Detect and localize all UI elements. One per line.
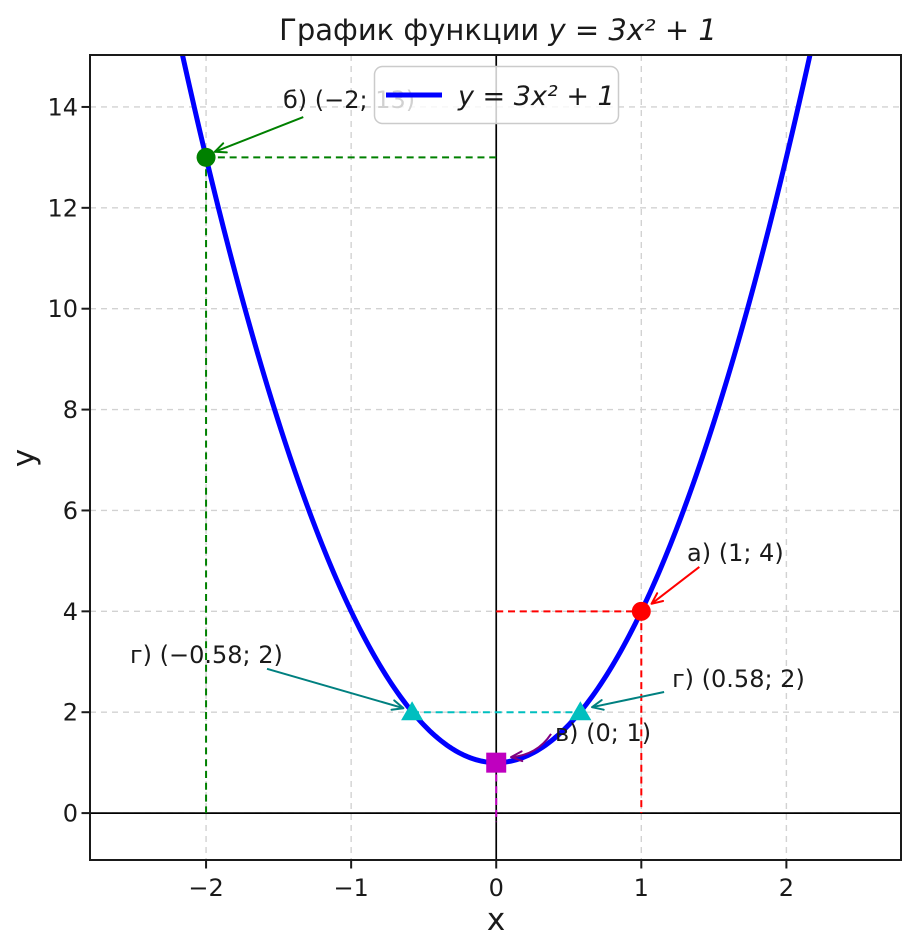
annotation-arrow-a — [650, 566, 700, 605]
arrowhead-g2 — [591, 699, 605, 711]
x-tick-label: 1 — [634, 874, 649, 902]
point-marker-v — [486, 752, 507, 773]
plot-area: а) (1; 4)б) (−2; 13)в) (0; 1)г) (−0.58; … — [47, 54, 902, 902]
point-marker-b — [196, 147, 216, 167]
point-marker-g2 — [569, 701, 592, 721]
y-tick-label: 0 — [63, 800, 78, 828]
y-tick-label: 14 — [47, 93, 78, 121]
annotation-arrow-b — [214, 116, 304, 153]
y-tick-label: 8 — [63, 396, 78, 424]
point-label-v: в) (0; 1) — [555, 719, 651, 747]
x-tick-label: −1 — [333, 874, 368, 902]
y-axis-label: y — [6, 449, 42, 467]
y-tick-label: 6 — [63, 497, 78, 525]
y-tick-label: 10 — [47, 295, 78, 323]
arrowhead-v — [510, 750, 524, 763]
legend-box — [373, 65, 620, 125]
legend-label: y = 3x² + 1 — [457, 81, 615, 112]
x-tick-label: 0 — [489, 874, 504, 902]
y-tick-label: 2 — [63, 699, 78, 727]
arrowhead-g1 — [390, 699, 405, 711]
point-marker-a — [631, 601, 651, 621]
y-tick-label: 4 — [63, 598, 78, 626]
legend: y = 3x² + 1 — [373, 65, 620, 125]
chart-title-math: y = 3x² + 1 — [548, 13, 717, 47]
point-label-g2: г) (0.58; 2) — [672, 665, 805, 693]
point-label-g1: г) (−0.58; 2) — [130, 641, 283, 669]
x-tick-label: −2 — [188, 874, 223, 902]
point-marker-g1 — [401, 701, 424, 721]
chart-title: График функции y = 3x² + 1 — [279, 13, 717, 47]
chart-title-prefix: График функции — [279, 13, 548, 47]
arrowhead-a — [650, 592, 665, 605]
arrowhead-b — [213, 142, 228, 154]
annotation-arrow-g1 — [266, 667, 404, 710]
point-label-a: а) (1; 4) — [687, 539, 784, 567]
x-axis-label: x — [487, 902, 505, 938]
x-tick-label: 2 — [779, 874, 794, 902]
y-tick-label: 12 — [47, 194, 78, 222]
annotation-arrow-v — [510, 733, 552, 759]
annotation-arrow-g2 — [591, 691, 665, 709]
